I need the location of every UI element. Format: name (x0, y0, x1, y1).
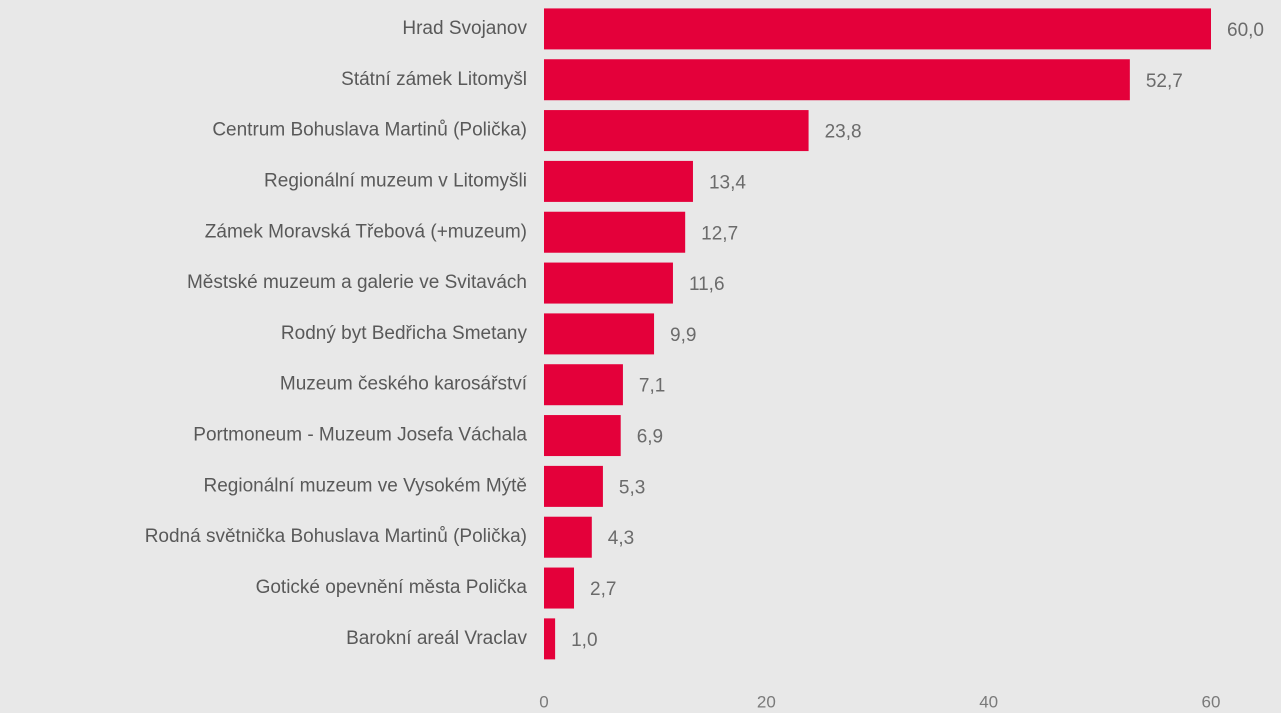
value-label: 5,3 (619, 477, 645, 498)
category-label: Státní zámek Litomyšl (341, 69, 527, 90)
category-label: Regionální muzeum ve Vysokém Mýtě (204, 475, 527, 496)
category-label: Muzeum českého karosářství (280, 374, 528, 395)
category-label: Regionální muzeum v Litomyšli (264, 170, 527, 191)
value-label: 13,4 (709, 172, 746, 193)
value-label: 11,6 (689, 274, 725, 295)
category-label: Zámek Moravská Třebová (+muzeum) (205, 221, 527, 242)
category-label: Barokní areál Vraclav (346, 628, 527, 649)
bar (544, 516, 592, 558)
bar (544, 211, 686, 253)
bar (544, 160, 693, 202)
bar (544, 567, 575, 609)
category-label: Rodný byt Bedřicha Smetany (281, 323, 528, 344)
category-label: Centrum Bohuslava Martinů (Polička) (212, 120, 527, 141)
bar (544, 313, 655, 355)
bar (544, 465, 603, 507)
value-label: 7,1 (639, 376, 665, 397)
bar (544, 364, 623, 406)
value-label: 2,7 (590, 579, 616, 600)
category-label: Městské muzeum a galerie ve Svitavách (187, 272, 527, 293)
bar (544, 262, 673, 304)
x-tick-label: 20 (757, 692, 776, 711)
x-tick-label: 60 (1202, 692, 1221, 711)
bar (544, 59, 1130, 101)
bar (544, 8, 1211, 50)
category-label: Hrad Svojanov (402, 18, 527, 39)
value-label: 12,7 (701, 223, 738, 244)
value-label: 9,9 (670, 325, 696, 346)
x-tick-label: 40 (979, 692, 998, 711)
value-label: 6,9 (637, 427, 663, 448)
value-label: 4,3 (608, 528, 634, 549)
value-label: 1,0 (571, 630, 597, 651)
category-label: Rodná světnička Bohuslava Martinů (Polič… (145, 526, 527, 547)
bar (544, 110, 809, 152)
value-label: 52,7 (1146, 71, 1183, 92)
category-label: Gotické opevnění města Polička (256, 577, 528, 598)
value-label: 60,0 (1227, 20, 1264, 41)
bar (544, 415, 621, 457)
value-label: 23,8 (825, 122, 862, 143)
bar (544, 618, 556, 660)
x-tick-label: 0 (539, 692, 548, 711)
category-label: Portmoneum - Muzeum Josefa Váchala (193, 425, 527, 446)
